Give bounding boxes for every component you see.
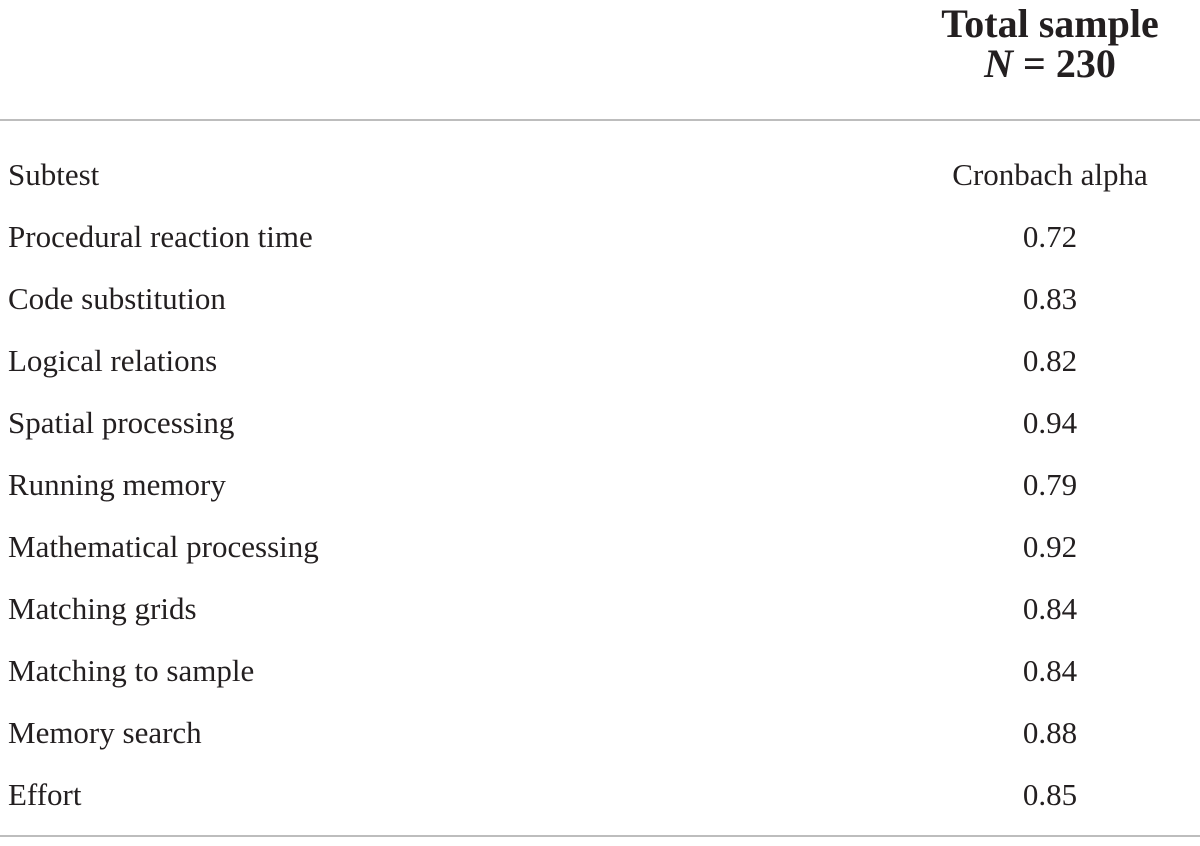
- table-body: Subtest Cronbach alpha Procedural reacti…: [0, 144, 1200, 826]
- table-row: Procedural reaction time 0.72: [0, 206, 1200, 268]
- table-row: Matching grids 0.84: [0, 578, 1200, 640]
- table-row: Spatial processing 0.94: [0, 392, 1200, 454]
- table-row: Code substitution 0.83: [0, 268, 1200, 330]
- alpha-cell: 0.88: [1022, 715, 1078, 750]
- alpha-cell: 0.94: [1022, 405, 1078, 440]
- subtest-cell: Spatial processing: [8, 405, 235, 440]
- bottom-rule: [0, 835, 1200, 837]
- subtest-cell: Memory search: [8, 715, 202, 750]
- subtest-cell: Matching grids: [8, 591, 197, 626]
- subtest-cell: Code substitution: [8, 281, 226, 316]
- table-row: Effort 0.85: [0, 764, 1200, 826]
- table-row: Logical relations 0.82: [0, 330, 1200, 392]
- table-row: Mathematical processing 0.92: [0, 516, 1200, 578]
- subtest-cell: Logical relations: [8, 343, 218, 378]
- group-header-n: N = 230: [900, 44, 1200, 84]
- subtest-cell: Procedural reaction time: [8, 219, 313, 254]
- subtest-cell: Matching to sample: [8, 653, 255, 688]
- table-row: Running memory 0.79: [0, 454, 1200, 516]
- alpha-cell: 0.92: [1022, 529, 1078, 564]
- alpha-cell: 0.83: [1022, 281, 1078, 316]
- group-header: Total sample N = 230: [900, 4, 1200, 84]
- column-header-alpha: Cronbach alpha: [952, 157, 1148, 192]
- subtest-cell: Running memory: [8, 467, 226, 502]
- group-header-title: Total sample: [941, 1, 1159, 46]
- column-header-subtest: Subtest: [8, 157, 100, 192]
- column-header-row: Subtest Cronbach alpha: [0, 144, 1200, 206]
- subtest-cell: Mathematical processing: [8, 529, 319, 564]
- alpha-cell: 0.84: [1022, 653, 1078, 688]
- top-rule: [0, 119, 1200, 121]
- subtest-cell: Effort: [8, 777, 82, 812]
- alpha-cell: 0.79: [1022, 467, 1078, 502]
- table-row: Memory search 0.88: [0, 702, 1200, 764]
- alpha-cell: 0.82: [1022, 343, 1078, 378]
- alpha-cell: 0.84: [1022, 591, 1078, 626]
- n-symbol: N: [984, 41, 1014, 86]
- table-row: Matching to sample 0.84: [0, 640, 1200, 702]
- n-value: = 230: [1023, 41, 1116, 86]
- alpha-cell: 0.72: [1022, 219, 1078, 254]
- alpha-cell: 0.85: [1022, 777, 1078, 812]
